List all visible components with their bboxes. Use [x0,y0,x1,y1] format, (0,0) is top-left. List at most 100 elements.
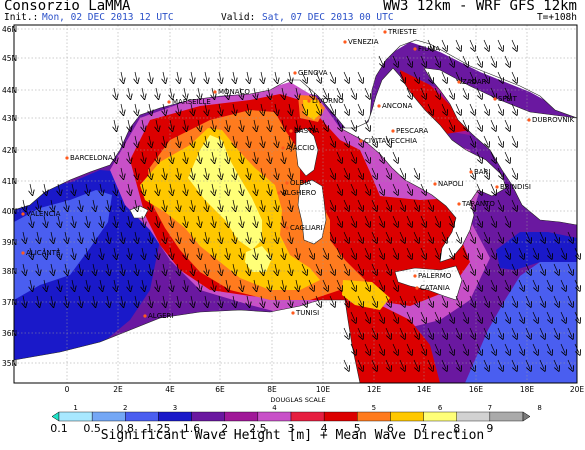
wave-arrow [406,247,411,257]
wave-arrow [469,231,474,241]
wave-arrow [30,279,32,289]
wave-arrow [420,215,425,225]
wave-arrow [357,327,362,337]
wave-arrow [392,55,397,65]
wave-arrow [198,151,200,161]
wave-arrow [107,231,109,241]
wave-arrow [560,343,565,353]
wave-arrow [177,263,179,273]
wave-arrow [406,55,411,65]
wave-arrow [469,103,474,113]
wave-arrow [268,119,270,129]
wave-arrow [378,151,383,161]
wave-arrow [399,231,404,241]
wave-arrow [233,231,235,241]
wave-arrow [261,103,263,113]
wave-arrow [100,279,102,289]
lat-label: 40N [2,207,17,216]
wave-arrow [191,263,193,273]
wave-arrow [79,263,81,273]
wave-arrow [205,295,207,305]
wave-arrow [254,183,256,193]
wave-arrow [350,119,355,129]
wave-arrow [23,199,25,209]
wave-arrow [142,215,144,225]
wave-arrow [58,279,60,289]
colorbar-value: 6 [387,422,394,435]
wave-arrow [301,263,306,273]
wave-arrow [539,327,544,337]
wave-arrow [420,87,425,97]
wave-arrow [275,167,277,177]
wave-arrow [469,71,474,81]
wave-arrow [261,135,263,145]
wave-arrow [79,295,81,305]
colorbar-segment [323,411,358,422]
wave-arrow [420,247,425,257]
city-dot [343,40,347,44]
wave-arrow [142,119,144,129]
city-dot [285,226,289,230]
wave-arrow [121,103,123,113]
wave-arrow [329,103,334,113]
wave-arrow [371,199,376,209]
wave-arrow [233,71,235,81]
wave-arrow [504,279,509,289]
wave-arrow [350,87,355,97]
wave-arrow [86,183,88,193]
city-label: ANCONA [382,102,413,110]
wave-arrow [322,87,327,97]
wave-arrow [86,247,88,257]
wave-arrow [567,295,572,305]
wave-arrow [156,183,158,193]
wave-arrow [567,359,572,369]
douglas-number: 8 [537,404,541,412]
wave-arrow [434,343,439,353]
wave-arrow [434,55,439,65]
city-label: VENEZIA [348,38,379,46]
wave-arrow [364,247,369,257]
wave-arrow [205,263,207,273]
wave-arrow [177,71,179,81]
lon-label: 6E [215,385,225,394]
wave-arrow [427,103,432,113]
latitude-labels: 46N 45N 44N 43N 42N 41N 40N 39N 38N 37N 36N 35N [2,25,17,368]
wave-arrow [434,311,439,321]
wave-arrow [308,247,313,257]
colorbar-values: 0.1 0.5 0.8 1.25 1.6 2 2.5 3 4 5 6 7 8 9 [50,422,493,435]
wave-arrow [567,231,572,241]
wave-arrow [212,215,214,225]
wave-arrow [448,55,453,65]
city-label: LIVORNO [312,97,344,105]
city-label: BARCELONA [70,154,113,162]
wave-arrow [434,215,439,225]
colorbar-segment [257,411,292,422]
wave-arrow [406,215,411,225]
lon-label: 8E [267,385,277,394]
wave-arrow [184,247,186,257]
wave-arrow [322,279,327,289]
colorbar-value: 8 [453,422,460,435]
wave-arrow [476,311,481,321]
wave-arrow [163,135,165,145]
city-label: ALGHERO [282,189,317,197]
wave-arrow [525,359,530,369]
wave-arrow [385,263,390,273]
wave-arrow [308,119,313,129]
wave-arrow [107,199,109,209]
wave-arrow [72,247,74,257]
wave-arrow [518,279,523,289]
city-label: ALGERI [148,312,173,320]
wave-arrow [170,215,172,225]
wave-arrow [282,87,284,97]
wave-arrow [191,231,193,241]
wave-arrow [413,199,418,209]
lat-label: 45N [2,54,17,63]
lon-label: 16E [469,385,484,394]
wave-arrow [462,279,467,289]
wave-arrow [378,247,383,257]
lat-label: 38N [2,267,17,276]
city-label: PESCARA [396,127,428,135]
wave-arrow [149,231,151,241]
colorbar-segment [125,411,159,422]
